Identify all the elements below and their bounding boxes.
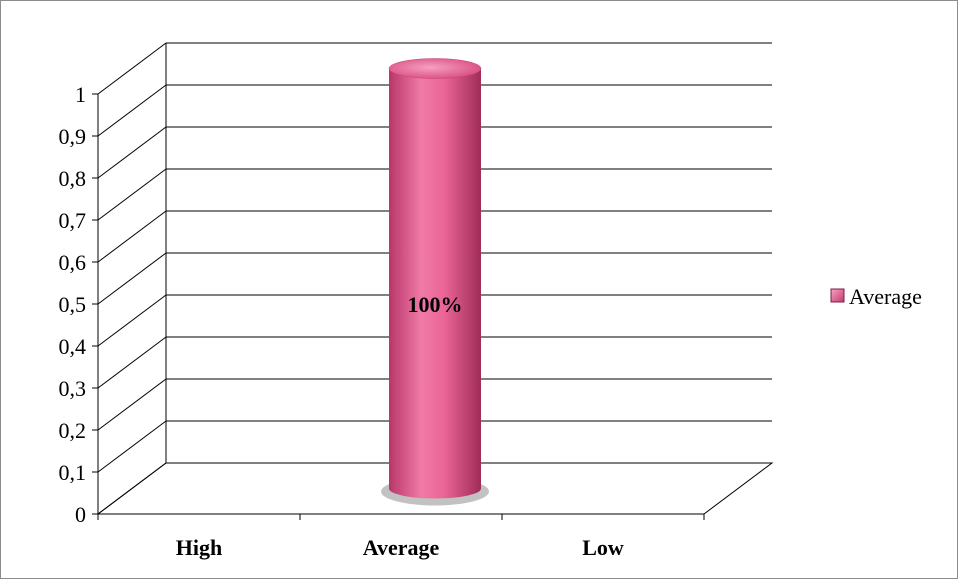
y-tick-label: 0,9 bbox=[59, 124, 87, 149]
gridline-side bbox=[97, 420, 167, 473]
gridline-side bbox=[97, 126, 167, 179]
gridline-side bbox=[97, 378, 167, 431]
gridline-side bbox=[97, 252, 167, 305]
y-tick-label: 0,8 bbox=[59, 166, 87, 191]
gridline-side bbox=[97, 168, 167, 221]
x-category-label: Average bbox=[363, 535, 440, 560]
legend-swatch-average bbox=[830, 288, 845, 303]
y-tick-label: 1 bbox=[75, 82, 86, 107]
gridline-side bbox=[97, 42, 167, 95]
gridline-side bbox=[97, 462, 167, 515]
gridline-side bbox=[97, 210, 167, 263]
y-tick-label: 0,6 bbox=[59, 250, 87, 275]
gridline-side bbox=[97, 336, 167, 389]
labels: High Average Low 100% bbox=[176, 292, 624, 560]
y-tick-label: 0 bbox=[75, 502, 86, 527]
axes: 0 0,1 0,2 0,3 0,4 0,5 0,6 0,7 0,8 0,9 1 bbox=[59, 43, 705, 527]
bar-average bbox=[389, 68, 482, 499]
x-category-label: High bbox=[176, 535, 222, 560]
y-tick-label: 0,1 bbox=[59, 460, 87, 485]
gridline-side bbox=[97, 294, 167, 347]
y-tick-label: 0,3 bbox=[59, 376, 87, 401]
y-tick-label: 0,7 bbox=[59, 208, 87, 233]
x-category-label: Low bbox=[582, 535, 624, 560]
legend-label-average: Average bbox=[849, 284, 922, 309]
y-tick-label: 0,5 bbox=[59, 292, 87, 317]
bars bbox=[381, 58, 489, 506]
data-label: 100% bbox=[408, 292, 463, 317]
legend: Average bbox=[830, 284, 922, 309]
y-tick-label: 0,2 bbox=[59, 418, 87, 443]
bar-top bbox=[388, 58, 482, 79]
gridline-side bbox=[97, 84, 167, 137]
y-tick-label: 0,4 bbox=[59, 334, 87, 359]
